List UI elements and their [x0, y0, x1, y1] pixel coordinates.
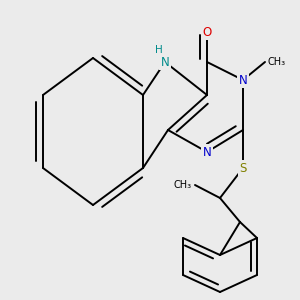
- Text: N: N: [202, 146, 211, 158]
- Text: CH₃: CH₃: [268, 57, 286, 67]
- Text: S: S: [239, 161, 247, 175]
- Text: N: N: [238, 74, 247, 86]
- Text: H: H: [155, 45, 163, 55]
- Text: O: O: [202, 26, 211, 38]
- Text: N: N: [160, 56, 169, 68]
- Text: CH₃: CH₃: [174, 180, 192, 190]
